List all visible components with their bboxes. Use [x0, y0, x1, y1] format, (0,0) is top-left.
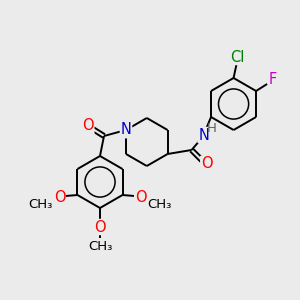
Text: O: O — [82, 118, 94, 134]
Text: CH₃: CH₃ — [147, 199, 172, 212]
Text: N: N — [121, 122, 131, 137]
Text: CH₃: CH₃ — [28, 199, 53, 212]
Text: F: F — [269, 73, 277, 88]
Text: O: O — [201, 157, 212, 172]
Text: CH₃: CH₃ — [88, 239, 112, 253]
Text: N: N — [121, 122, 131, 137]
Text: N: N — [198, 128, 209, 142]
Text: H: H — [207, 122, 217, 134]
Text: Cl: Cl — [230, 50, 245, 64]
Text: O: O — [54, 190, 65, 206]
Text: O: O — [135, 190, 146, 206]
Text: O: O — [94, 220, 106, 235]
